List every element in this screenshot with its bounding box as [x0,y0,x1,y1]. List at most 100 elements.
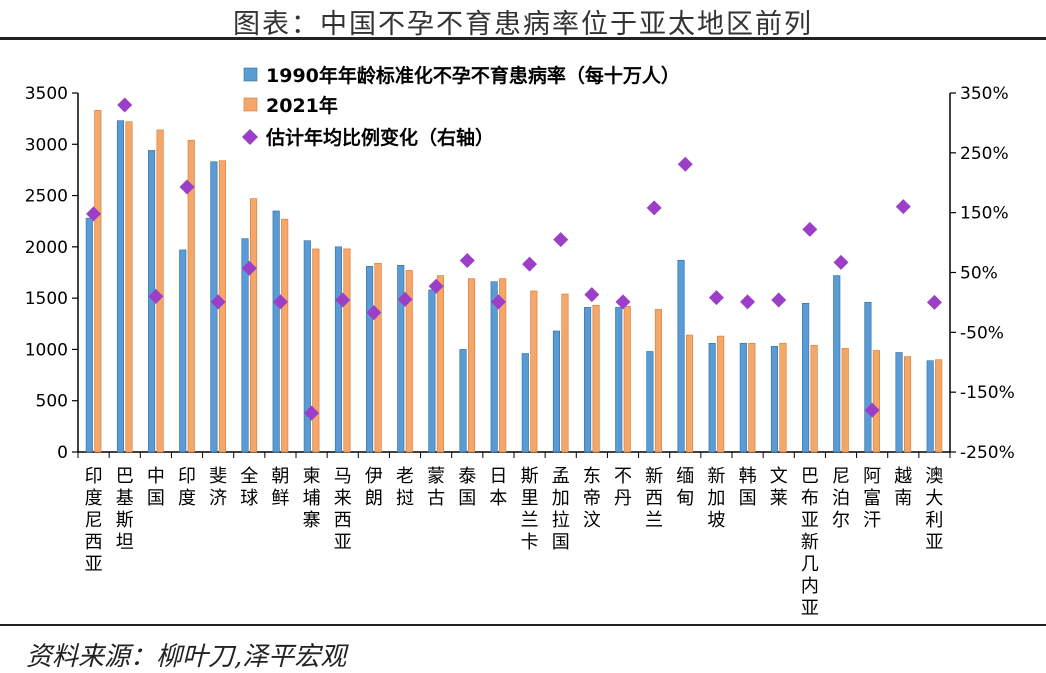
change-marker [148,288,164,304]
y-tick-label-left: 0 [57,443,68,463]
x-tick-label: 新西兰 [645,466,663,531]
x-tick-label: 澳大利亚 [925,466,943,553]
title-rule [0,37,1046,40]
x-tick-label: 斯里兰卡 [521,466,539,553]
x-tick-label: 越南 [894,466,912,509]
bar-1990 [241,238,249,453]
bar-1990 [739,342,747,453]
change-marker [366,305,382,321]
bar-2021 [779,342,787,453]
bar-1990 [303,240,311,453]
change-marker [522,256,538,272]
bar-2021 [187,139,195,453]
x-tick-label: 巴布亚新几内亚 [801,466,819,619]
change-marker [86,206,102,222]
x-tick-label: 尼泊尔 [832,466,850,531]
legend-swatch-2021 [243,97,258,112]
change-marker [895,199,911,215]
change-marker [304,405,320,421]
bar-1990 [864,301,872,453]
y-tick-label-right: -150% [960,383,1015,403]
bar-1990 [428,289,436,453]
bar-1990 [926,360,934,453]
y-tick-label-left: 2000 [25,238,68,258]
change-marker [459,253,475,269]
bar-2021 [748,342,756,453]
bar-1990 [895,352,903,453]
legend-label: 1990年年龄标准化不孕不育患病率（每十万人） [266,64,680,87]
bar-1990 [770,346,779,453]
bar-2021 [405,270,413,453]
x-tick-label: 全球 [240,466,258,509]
bar-2021 [94,110,102,453]
x-tick-label: 老挝 [396,466,414,509]
y-tick-label-left: 1500 [25,289,68,309]
x-tick-label: 不丹 [614,466,632,509]
bar-2021 [467,278,476,453]
y-tick-label-left: 3000 [25,135,68,155]
change-marker [771,292,787,308]
x-tick-label: 孟加拉国 [552,466,570,553]
bar-2021 [810,345,818,453]
y-tick-label-left: 500 [36,392,68,412]
bar-2021 [935,359,943,453]
bar-2021 [312,248,320,453]
legend-swatch-1990 [243,67,258,82]
x-tick-label: 印度尼西亚 [85,466,103,575]
bar-1990 [677,259,685,453]
bar-2021 [561,293,569,453]
bar-2021 [592,305,600,453]
change-marker [490,294,506,310]
bar-2021 [717,335,725,453]
change-marker [677,156,693,172]
page-title: 图表：中国不孕不育患病率位于亚太地区前列 [233,9,813,40]
source-note: 资料来源：柳叶刀,泽平宏观 [26,642,347,672]
bar-1990 [459,349,467,453]
y-tick-label-left: 3500 [25,84,68,104]
bar-2021 [125,121,133,453]
bar-2021 [685,334,694,453]
change-marker [241,260,257,276]
change-marker [117,97,133,113]
x-tick-label: 中国 [147,466,165,509]
change-marker [864,402,880,418]
bar-1990 [334,246,343,453]
bar-1990 [552,330,561,453]
change-marker [179,179,195,195]
bar-2021 [374,262,382,453]
bar-2021 [623,306,631,453]
bar-1990 [521,353,529,453]
x-tick-label: 文莱 [770,466,788,509]
change-marker [210,294,226,310]
legend-label: 估计年均比例变化（右轴） [265,126,494,149]
y-tick-label-right: 150% [960,204,1009,224]
legend-swatch-change [242,129,258,145]
change-marker [708,290,724,306]
bar-2021 [903,356,912,453]
legend-label: 2021年 [266,94,338,117]
change-marker [272,294,288,310]
x-tick-label: 新加坡 [707,466,725,531]
bar-2021 [872,350,880,453]
x-tick-label: 东帝汶 [583,466,601,531]
bar-1990 [116,120,125,453]
bar-1990 [584,307,592,453]
y-tick-label-right: -50% [960,323,1004,343]
bar-1990 [85,217,93,453]
bar-2021 [499,278,507,453]
bar-1990 [179,249,187,453]
change-marker [397,291,413,307]
bar-2021 [436,275,444,453]
bar-1990 [708,342,716,453]
y-tick-label-right: 350% [960,84,1009,104]
bar-1990 [490,281,498,453]
change-marker [646,200,662,216]
source-rule [0,624,1046,626]
bar-2021 [530,290,538,453]
bar-1990 [802,302,810,453]
bar-1990 [615,307,623,453]
bar-2021 [343,248,351,453]
bar-1990 [397,265,405,453]
bar-1990 [366,266,374,453]
y-tick-label-right: 250% [960,144,1009,164]
